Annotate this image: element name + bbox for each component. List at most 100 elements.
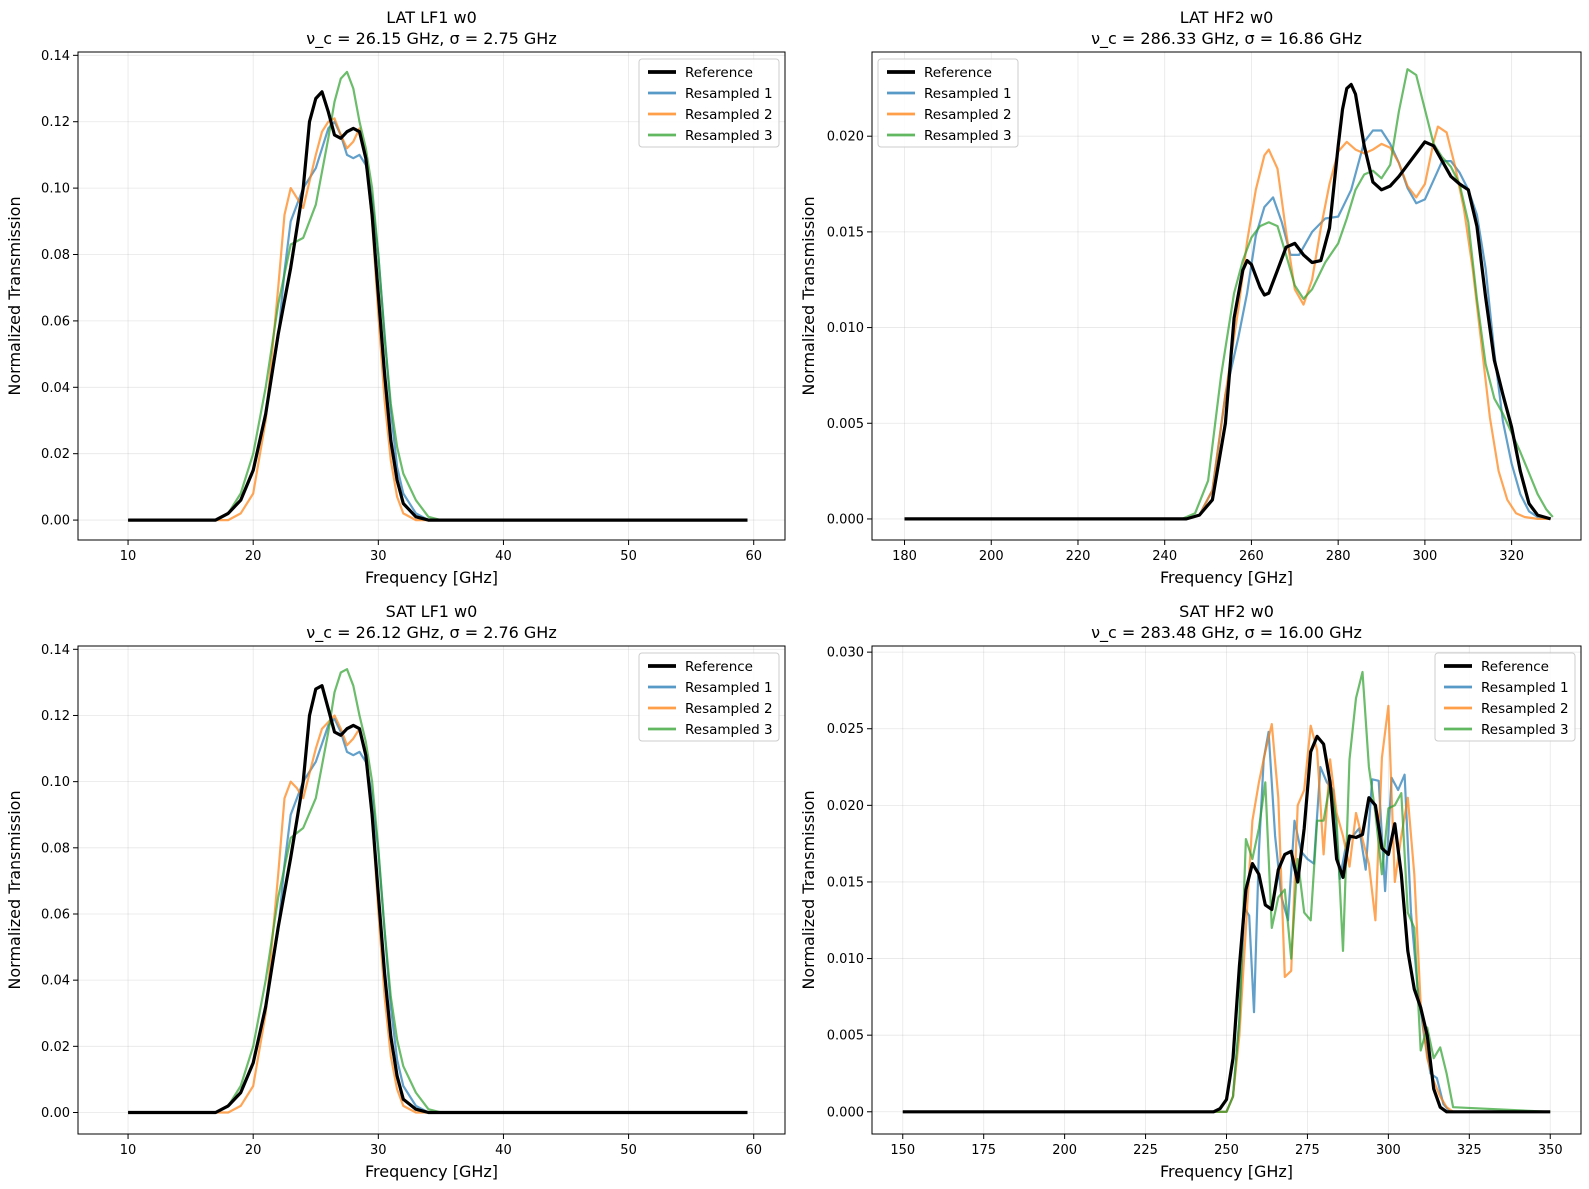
y-tick-label: 0.02 xyxy=(41,1040,70,1055)
legend-label-resampled-3: Resampled 3 xyxy=(924,128,1012,144)
y-tick-label: 0.10 xyxy=(41,182,70,197)
chart-subtitle: ν_c = 26.15 GHz, σ = 2.75 GHz xyxy=(306,29,556,49)
legend-box xyxy=(1434,652,1576,742)
y-tick-label: 0.08 xyxy=(41,248,70,263)
series-line-resampled-2 xyxy=(128,117,748,522)
series-line-resampled-2 xyxy=(128,714,748,1114)
x-tick-label: 275 xyxy=(1295,1143,1320,1158)
y-tick-label: 0.06 xyxy=(41,907,70,922)
chart-subtitle: ν_c = 286.33 GHz, σ = 16.86 GHz xyxy=(1091,29,1362,49)
subplot-lat-hf2: 180 200 220 240 260 280 300 320 0.000 0.005 0.010 0… xyxy=(799,8,1582,587)
x-tick-label: 20 xyxy=(245,549,262,564)
x-tick-label: 225 xyxy=(1133,1143,1158,1158)
legend-label-resampled-2: Resampled 2 xyxy=(685,701,773,717)
legend-label-resampled-1: Resampled 1 xyxy=(1481,680,1569,696)
series-group xyxy=(128,70,748,522)
x-tick-label: 10 xyxy=(120,1143,137,1158)
x-tick-label: 320 xyxy=(1499,549,1524,564)
legend-label-resampled-2: Resampled 2 xyxy=(685,107,773,123)
legend-label-reference: Reference xyxy=(1481,659,1549,675)
y-tick-label: 0.020 xyxy=(827,130,864,145)
series-line-reference xyxy=(904,82,1552,521)
x-tick-label: 30 xyxy=(370,549,387,564)
y-tick-label: 0.00 xyxy=(41,1106,70,1121)
legend: Reference Resampled 1 Resampled 2 Resampled… xyxy=(638,58,780,148)
y-tick-label: 0.020 xyxy=(827,799,864,814)
series-line-resampled-3 xyxy=(904,68,1554,520)
series-group xyxy=(128,668,748,1115)
legend: Reference Resampled 1 Resampled 2 Resampled… xyxy=(877,58,1019,148)
x-tick-label: 350 xyxy=(1538,1143,1563,1158)
legend-label-resampled-2: Resampled 2 xyxy=(924,107,1012,123)
y-tick-label: 0.030 xyxy=(827,646,864,661)
legend-label-resampled-2: Resampled 2 xyxy=(1481,701,1569,717)
legend-label-resampled-3: Resampled 3 xyxy=(685,722,773,738)
y-tick-label: 0.14 xyxy=(41,643,70,658)
subplot-sat-hf2: 150 175 200 225 250 275 300 325 350 0.000 0.005 0.0… xyxy=(799,602,1582,1181)
legend-box xyxy=(877,58,1019,148)
legend-box xyxy=(638,58,780,148)
series-line-resampled-1 xyxy=(128,717,748,1114)
x-tick-label: 20 xyxy=(245,1143,262,1158)
x-axis-label: Frequency [GHz] xyxy=(365,1162,498,1181)
y-tick-label: 0.000 xyxy=(827,1105,864,1120)
y-tick-label: 0.12 xyxy=(41,709,70,724)
y-tick-label: 0.010 xyxy=(827,952,864,967)
y-tick-label: 0.000 xyxy=(827,512,864,527)
y-tick-label: 0.005 xyxy=(827,1029,864,1044)
axes-frame xyxy=(871,51,1582,541)
x-tick-label: 50 xyxy=(620,1143,637,1158)
y-tick-label: 0.015 xyxy=(827,875,864,890)
x-tick-label: 180 xyxy=(892,549,917,564)
chart-subtitle: ν_c = 26.12 GHz, σ = 2.76 GHz xyxy=(306,623,556,643)
subplot-lat-lf1: 10 20 30 40 50 60 0.00 0.02 0.04 0.06 0.08 0.10 0.12… xyxy=(5,8,786,587)
x-tick-label: 220 xyxy=(1066,549,1091,564)
chart-title: LAT LF1 w0 xyxy=(386,8,477,27)
x-tick-label: 325 xyxy=(1457,1143,1482,1158)
legend-label-resampled-3: Resampled 3 xyxy=(1481,722,1569,738)
y-tick-label: 0.00 xyxy=(41,514,70,529)
x-tick-label: 150 xyxy=(890,1143,915,1158)
series-line-reference xyxy=(128,684,748,1115)
x-tick-label: 175 xyxy=(971,1143,996,1158)
x-tick-label: 60 xyxy=(745,1143,762,1158)
y-tick-label: 0.08 xyxy=(41,841,70,856)
series-line-resampled-3 xyxy=(128,70,748,522)
chart-title: LAT HF2 w0 xyxy=(1180,8,1274,27)
legend-label-resampled-3: Resampled 3 xyxy=(685,128,773,144)
series-group xyxy=(904,68,1554,521)
legend-label-resampled-1: Resampled 1 xyxy=(685,86,773,102)
x-tick-label: 250 xyxy=(1214,1143,1239,1158)
y-tick-label: 0.04 xyxy=(41,974,70,989)
chart-title: SAT LF1 w0 xyxy=(386,602,478,621)
series-line-reference xyxy=(902,734,1551,1114)
series-line-resampled-1 xyxy=(904,129,1551,520)
y-axis-label: Normalized Transmission xyxy=(799,196,818,395)
y-tick-label: 0.010 xyxy=(827,321,864,336)
y-tick-label: 0.14 xyxy=(41,49,70,64)
series-line-reference xyxy=(128,90,748,522)
chart-subtitle: ν_c = 283.48 GHz, σ = 16.00 GHz xyxy=(1091,623,1362,643)
series-line-resampled-3 xyxy=(902,670,1551,1113)
x-tick-label: 200 xyxy=(1052,1143,1077,1158)
y-tick-label: 0.12 xyxy=(41,115,70,130)
x-tick-label: 280 xyxy=(1326,549,1351,564)
legend-label-reference: Reference xyxy=(685,659,753,675)
series-line-resampled-2 xyxy=(904,125,1551,520)
x-tick-label: 240 xyxy=(1152,549,1177,564)
x-tick-label: 50 xyxy=(620,549,637,564)
x-axis-label: Frequency [GHz] xyxy=(1160,568,1293,587)
legend-label-resampled-1: Resampled 1 xyxy=(685,680,773,696)
x-tick-label: 200 xyxy=(979,549,1004,564)
x-axis-label: Frequency [GHz] xyxy=(1160,1162,1293,1181)
series-line-resampled-3 xyxy=(128,668,748,1114)
x-tick-label: 300 xyxy=(1412,549,1437,564)
legend-box xyxy=(638,652,780,742)
series-group xyxy=(902,670,1551,1114)
y-axis-label: Normalized Transmission xyxy=(799,790,818,989)
x-tick-label: 40 xyxy=(495,549,512,564)
series-line-resampled-2 xyxy=(902,704,1551,1113)
x-tick-label: 10 xyxy=(120,549,137,564)
chart-title: SAT HF2 w0 xyxy=(1179,602,1274,621)
